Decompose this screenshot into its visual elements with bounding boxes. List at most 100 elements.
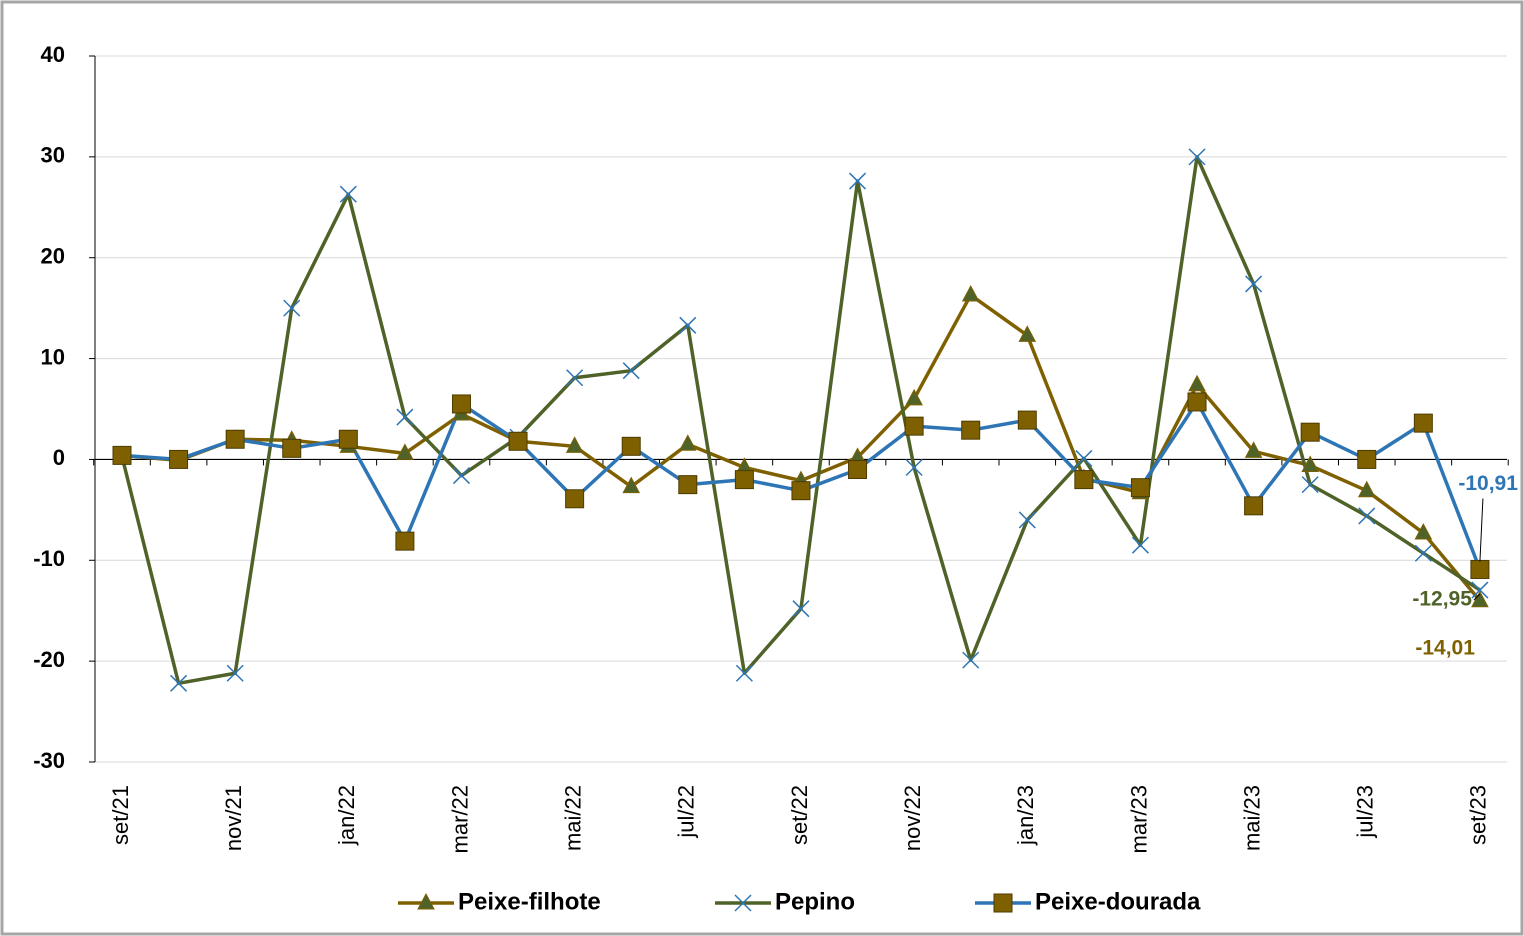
legend-label: Pepino — [775, 888, 855, 915]
value-label: -14,01 — [1415, 636, 1475, 659]
y-tick-label: -30 — [33, 748, 65, 773]
square-marker — [993, 893, 1013, 913]
square-marker — [565, 489, 585, 509]
square-marker — [848, 460, 868, 480]
value-label: -10,91 — [1458, 472, 1518, 495]
square-marker — [961, 420, 981, 440]
x-marker — [1131, 536, 1149, 554]
square-marker — [1470, 559, 1490, 579]
triangle-marker — [1357, 480, 1376, 498]
x-marker — [679, 316, 697, 334]
triangle-marker — [1244, 441, 1263, 458]
triangle-marker — [1471, 590, 1489, 608]
square-marker — [791, 481, 811, 501]
x-tick-label: set/22 — [787, 785, 812, 845]
square-marker — [508, 431, 528, 451]
triangle-marker — [1018, 325, 1037, 342]
x-tick-label: set/23 — [1466, 785, 1491, 845]
plot-area — [95, 56, 1507, 762]
legend-item: Peixe-filhote — [398, 888, 601, 915]
x-tick-label: jan/23 — [1013, 785, 1038, 846]
x-marker — [1245, 275, 1263, 293]
triangle-marker — [396, 443, 414, 460]
legend-label: Peixe-dourada — [1035, 888, 1201, 915]
square-marker — [1017, 410, 1037, 430]
square-marker — [169, 449, 189, 469]
square-marker — [1130, 478, 1150, 498]
x-marker — [734, 894, 752, 912]
x-marker — [1301, 476, 1319, 494]
x-tick-label: jul/22 — [674, 785, 699, 839]
square-marker — [1187, 392, 1207, 412]
x-marker — [1358, 507, 1376, 525]
square-marker — [904, 416, 924, 436]
square-marker — [1413, 413, 1433, 433]
leader-line — [1479, 498, 1484, 562]
square-marker — [1074, 470, 1094, 490]
square-marker — [395, 531, 415, 551]
square-marker — [451, 394, 471, 414]
y-tick-label: 20 — [41, 244, 65, 269]
x-tick-label: mai/22 — [560, 785, 585, 851]
x-marker — [1188, 148, 1206, 166]
x-tick-label: jan/22 — [334, 785, 359, 846]
triangle-marker — [1301, 455, 1320, 472]
triangle-marker — [1188, 374, 1206, 392]
x-marker — [905, 458, 923, 477]
leader-line — [1473, 593, 1481, 601]
legend-item: Peixe-dourada — [975, 888, 1201, 915]
y-tick-label: 30 — [41, 143, 65, 168]
x-marker — [1414, 544, 1432, 562]
square-marker — [1357, 449, 1377, 469]
x-marker — [622, 362, 640, 380]
x-marker — [170, 674, 188, 692]
square-marker — [678, 475, 698, 495]
triangle-marker — [905, 388, 923, 406]
triangle-marker — [565, 436, 584, 453]
x-tick-label: set/21 — [108, 785, 133, 845]
x-marker — [962, 651, 980, 669]
x-tick-label: nov/21 — [221, 785, 246, 851]
square-marker — [734, 470, 754, 490]
y-tick-label: -10 — [33, 546, 65, 571]
x-marker — [1471, 581, 1489, 599]
y-tick-label: 0 — [53, 445, 65, 470]
legend-label: Peixe-filhote — [458, 888, 601, 915]
square-marker — [225, 429, 245, 449]
square-marker — [112, 445, 132, 465]
x-tick-label: mai/23 — [1239, 785, 1264, 851]
x-marker — [849, 172, 867, 190]
x-marker — [566, 369, 584, 387]
value-label: -12,95 — [1412, 588, 1472, 611]
y-tick-label: -20 — [33, 647, 65, 672]
x-marker — [452, 467, 471, 485]
triangle-marker — [1414, 522, 1433, 540]
x-marker — [396, 408, 414, 426]
y-tick-label: 10 — [41, 344, 65, 369]
legend-item: Pepino — [715, 888, 855, 915]
x-marker — [226, 664, 244, 682]
square-marker — [621, 436, 641, 456]
triangle-marker — [678, 434, 697, 451]
triangle-marker — [622, 476, 641, 494]
square-marker — [338, 429, 358, 449]
x-marker — [735, 664, 753, 682]
x-tick-label: mar/23 — [1126, 785, 1151, 853]
x-tick-label: nov/22 — [900, 785, 925, 851]
triangle-marker — [961, 284, 980, 302]
x-marker — [339, 185, 357, 203]
x-marker — [792, 600, 810, 618]
square-marker — [282, 438, 302, 458]
square-marker — [1300, 422, 1320, 442]
triangle-marker — [417, 892, 435, 910]
square-marker — [1244, 496, 1264, 516]
x-tick-label: mar/22 — [447, 785, 472, 853]
y-tick-label: 40 — [41, 42, 65, 67]
x-marker — [283, 299, 301, 317]
x-marker — [1075, 449, 1093, 467]
x-tick-label: jul/23 — [1353, 785, 1378, 839]
series-markers — [112, 392, 1490, 579]
x-marker — [1018, 511, 1036, 529]
